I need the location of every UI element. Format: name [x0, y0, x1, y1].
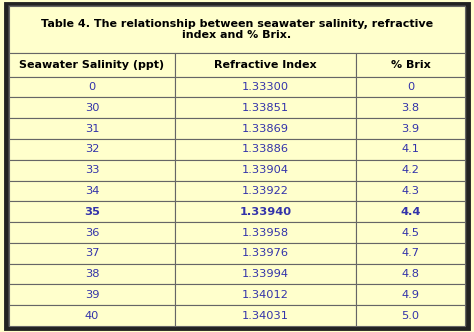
Text: 4.2: 4.2 [401, 165, 419, 175]
Text: 33: 33 [85, 165, 99, 175]
Bar [356, 118, 465, 139]
Text: 3.9: 3.9 [401, 124, 419, 134]
Bar [9, 305, 175, 326]
Bar [356, 98, 465, 118]
Bar [9, 264, 175, 285]
Text: % Brix: % Brix [391, 60, 430, 70]
Bar [9, 243, 175, 264]
Text: 35: 35 [84, 207, 100, 217]
Bar [9, 77, 175, 98]
Bar [175, 139, 356, 160]
Bar [356, 181, 465, 202]
Text: 37: 37 [85, 248, 99, 258]
Bar [175, 285, 356, 305]
Bar [356, 77, 465, 98]
Text: 34: 34 [85, 186, 99, 196]
Bar [356, 264, 465, 285]
Bar [9, 160, 175, 181]
Bar [9, 181, 175, 202]
Text: 1.33300: 1.33300 [242, 82, 289, 92]
Bar [175, 160, 356, 181]
Text: 30: 30 [85, 103, 99, 113]
Text: Table 4. The relationship between seawater salinity, refractive
index and % Brix: Table 4. The relationship between seawat… [41, 19, 433, 41]
Bar [175, 118, 356, 139]
Bar [356, 139, 465, 160]
Bar [175, 264, 356, 285]
Text: 4.4: 4.4 [401, 207, 421, 217]
Text: 1.33940: 1.33940 [239, 207, 292, 217]
Text: 1.33869: 1.33869 [242, 124, 289, 134]
Text: 1.33904: 1.33904 [242, 165, 289, 175]
Bar [175, 77, 356, 98]
Text: 1.34031: 1.34031 [242, 311, 289, 321]
Bar [356, 160, 465, 181]
Bar [356, 243, 465, 264]
Text: 4.5: 4.5 [401, 227, 419, 237]
Text: 1.34012: 1.34012 [242, 290, 289, 300]
Text: 40: 40 [85, 311, 99, 321]
Text: 0: 0 [407, 82, 414, 92]
Text: 1.33958: 1.33958 [242, 227, 289, 237]
Text: Seawater Salinity (ppt): Seawater Salinity (ppt) [19, 60, 164, 70]
Bar [356, 305, 465, 326]
Bar [9, 98, 175, 118]
Bar [175, 202, 356, 222]
Bar [9, 6, 465, 53]
Text: 4.1: 4.1 [401, 144, 419, 154]
Bar [9, 139, 175, 160]
Text: 1.33886: 1.33886 [242, 144, 289, 154]
Text: 4.3: 4.3 [401, 186, 419, 196]
Bar [175, 305, 356, 326]
Bar [175, 222, 356, 243]
Bar [175, 181, 356, 202]
Text: 1.33922: 1.33922 [242, 186, 289, 196]
Bar [9, 285, 175, 305]
Bar [356, 222, 465, 243]
Bar [175, 243, 356, 264]
Text: Refractive Index: Refractive Index [214, 60, 317, 70]
Text: 31: 31 [85, 124, 99, 134]
Text: 38: 38 [85, 269, 99, 279]
Text: 32: 32 [85, 144, 99, 154]
Bar [356, 202, 465, 222]
Text: 4.9: 4.9 [401, 290, 419, 300]
Bar [175, 53, 356, 77]
Text: 1.33851: 1.33851 [242, 103, 289, 113]
Text: 0: 0 [88, 82, 96, 92]
Text: 4.8: 4.8 [401, 269, 419, 279]
Bar [356, 53, 465, 77]
Text: 3.8: 3.8 [401, 103, 419, 113]
Bar [9, 222, 175, 243]
Bar [356, 285, 465, 305]
Text: 39: 39 [85, 290, 99, 300]
Text: 1.33976: 1.33976 [242, 248, 289, 258]
Text: 1.33994: 1.33994 [242, 269, 289, 279]
Bar [9, 118, 175, 139]
Bar [9, 202, 175, 222]
Text: 36: 36 [85, 227, 99, 237]
Bar [9, 53, 175, 77]
Bar [175, 98, 356, 118]
Text: 5.0: 5.0 [401, 311, 419, 321]
Text: 4.7: 4.7 [401, 248, 419, 258]
